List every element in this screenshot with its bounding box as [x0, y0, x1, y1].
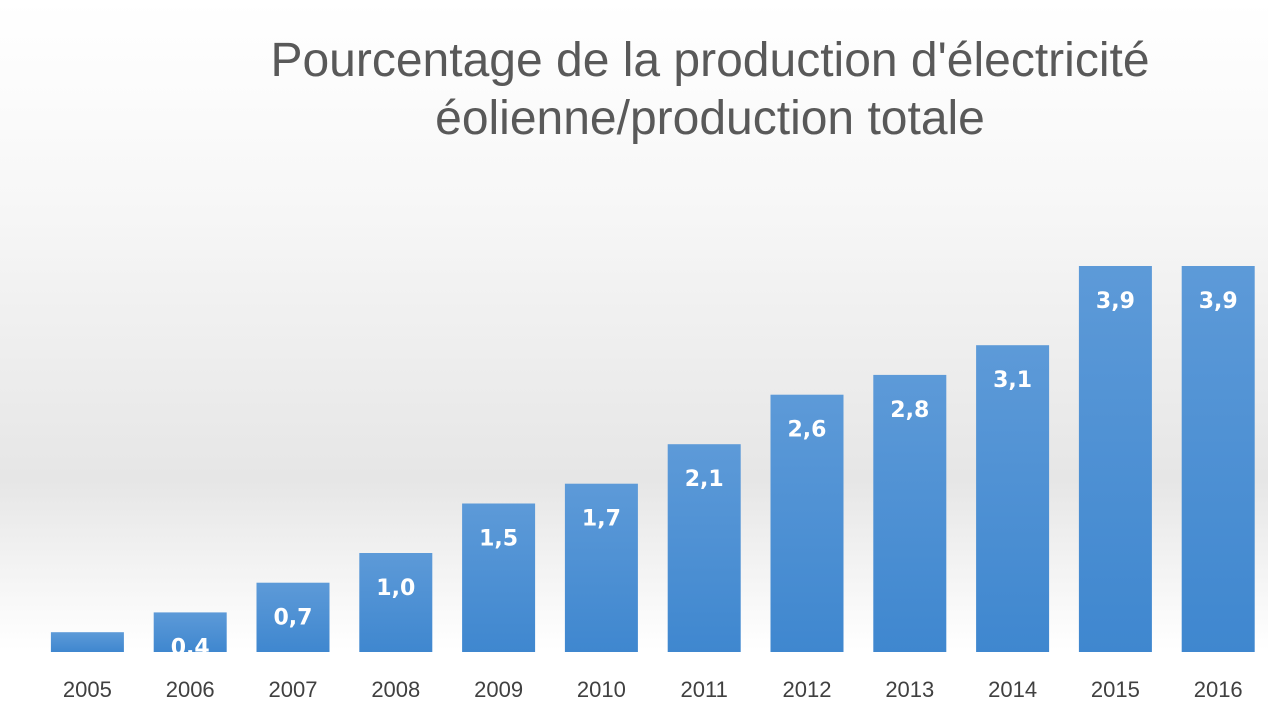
data-label-2007: 0,7 [274, 606, 313, 631]
chart-title: Pourcentage de la production d'électrici… [120, 32, 1268, 148]
data-label-2009: 1,5 [479, 527, 518, 552]
x-tick-2011: 2011 [681, 677, 728, 702]
data-label-2016: 3,9 [1199, 289, 1238, 314]
bar-2014 [976, 345, 1050, 652]
bar-2008 [359, 553, 433, 652]
x-tick-2014: 2014 [988, 677, 1037, 702]
bars-group [50, 266, 1255, 652]
x-tick-2015: 2015 [1091, 677, 1140, 702]
chart-title-line-2: éolienne/production totale [435, 92, 985, 145]
bar-2013 [873, 374, 947, 652]
data-label-2014: 3,1 [993, 368, 1032, 393]
bar-2011 [667, 444, 741, 652]
x-tick-2010: 2010 [577, 677, 626, 702]
chart-title-line-1: Pourcentage de la production d'électrici… [270, 34, 1150, 87]
bar-2010 [564, 483, 638, 652]
x-tick-2005: 2005 [63, 677, 112, 702]
x-tick-2008: 2008 [371, 677, 420, 702]
data-label-2006: 0,4 [171, 635, 210, 660]
x-tick-2013: 2013 [885, 677, 934, 702]
x-tick-2016: 2016 [1194, 677, 1243, 702]
bar-2015 [1078, 266, 1152, 652]
bar-2016 [1181, 266, 1255, 652]
data-label-2005: 0,2 [68, 655, 107, 680]
data-labels-group: 0,2 0,4 0,7 1,0 1,5 1,7 2,1 2,6 2,8 3,1 3,9 3,9 [68, 289, 1238, 680]
bar-2012 [770, 394, 844, 652]
bar-2007 [256, 582, 330, 652]
bar-2009 [462, 503, 536, 652]
x-tick-2006: 2006 [166, 677, 215, 702]
x-tick-2012: 2012 [783, 677, 832, 702]
data-label-2013: 2,8 [890, 398, 929, 423]
bar-2005 [50, 632, 124, 652]
data-label-2011: 2,1 [685, 467, 724, 492]
x-axis-ticks: 2005 2006 2007 2008 2009 2010 2011 2012 2013 2014… [63, 677, 1243, 702]
data-label-2008: 1,0 [376, 576, 415, 601]
x-tick-2009: 2009 [474, 677, 523, 702]
bar-2006 [153, 612, 227, 652]
data-label-2015: 3,9 [1096, 289, 1135, 314]
data-label-2012: 2,6 [788, 418, 827, 443]
x-tick-2007: 2007 [269, 677, 318, 702]
data-label-2010: 1,7 [582, 507, 621, 532]
